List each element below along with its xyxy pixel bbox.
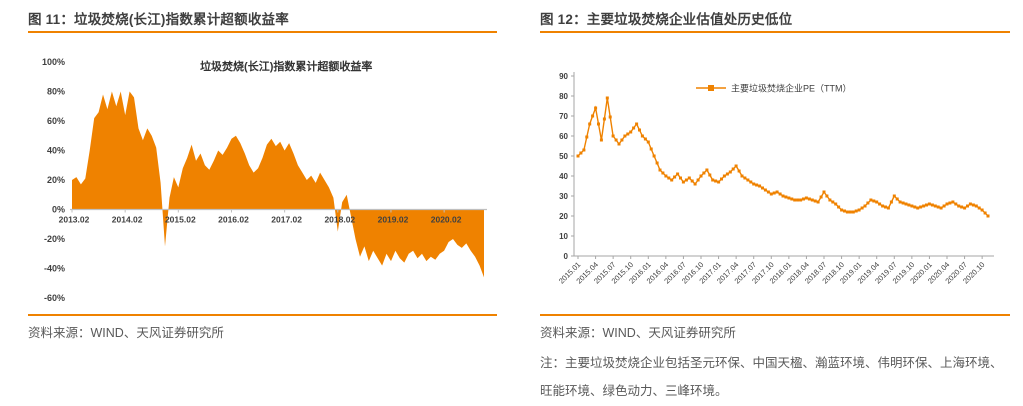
svg-text:主要垃圾焚烧企业PE（TTM）: 主要垃圾焚烧企业PE（TTM）: [731, 83, 852, 94]
figure-11-title-rule: [28, 31, 497, 33]
svg-text:0%: 0%: [52, 205, 65, 215]
svg-text:-60%: -60%: [44, 293, 65, 302]
figure-11-chart-area: 100% 80% 60% 40% 20% 0% -20% -40% -60% 2013.02 201…: [28, 50, 490, 302]
svg-text:2020.02: 2020.02: [431, 215, 462, 225]
svg-text:30: 30: [559, 192, 568, 201]
excess-return-area-chart: 100% 80% 60% 40% 20% 0% -20% -40% -60% 2013.02 201…: [42, 57, 487, 302]
figure-12-source-rule: [540, 314, 1010, 316]
svg-text:垃圾焚烧(长江)指数累计超额收益率: 垃圾焚烧(长江)指数累计超额收益率: [200, 59, 372, 73]
figure-12-note: 注：主要垃圾焚烧企业包括圣元环保、中国天楹、瀚蓝环境、伟明环保、上海环境、旺能环…: [540, 356, 1003, 398]
figure-12-title: 图 12：主要垃圾焚烧企业估值处历史低位: [540, 12, 793, 27]
figure-11-title: 图 11：垃圾焚烧(长江)指数累计超额收益率: [28, 12, 289, 27]
figure-11: 图 11：垃圾焚烧(长江)指数累计超额收益率 100% 80% 60% 40% 20% 0…: [28, 0, 497, 406]
svg-text:80: 80: [559, 92, 568, 101]
svg-text:80%: 80%: [47, 87, 65, 97]
svg-text:60: 60: [559, 132, 568, 141]
figure-12-chart-area: 90 80 70 60 50 40 30 20 10 0 2015.01 2015.04 2015.07…: [540, 62, 1010, 314]
svg-text:20: 20: [559, 212, 568, 221]
svg-text:2016.02: 2016.02: [218, 215, 249, 225]
svg-text:2019.02: 2019.02: [378, 215, 409, 225]
svg-text:50: 50: [559, 152, 568, 161]
svg-text:2013.02: 2013.02: [59, 215, 90, 225]
svg-text:90: 90: [559, 72, 568, 81]
figure-12-title-rule: [540, 31, 1010, 33]
figure-11-source: 资料来源：WIND、天风证券研究所: [28, 326, 224, 340]
svg-text:-20%: -20%: [44, 234, 65, 244]
figure-11-source-rule: [28, 314, 497, 316]
svg-text:100%: 100%: [42, 57, 65, 67]
svg-text:2017.02: 2017.02: [271, 215, 302, 225]
pe-ttm-line-chart: 90807060504030201002015.012015.042015.07…: [557, 72, 994, 286]
svg-text:0: 0: [564, 252, 569, 261]
svg-text:2018.02: 2018.02: [324, 215, 355, 225]
figure-12-source: 资料来源：WIND、天风证券研究所: [540, 326, 736, 340]
svg-text:70: 70: [559, 112, 568, 121]
svg-text:40: 40: [559, 172, 568, 181]
svg-text:10: 10: [559, 232, 568, 241]
svg-text:2015.02: 2015.02: [165, 215, 196, 225]
svg-text:60%: 60%: [47, 116, 65, 126]
svg-text:20%: 20%: [47, 175, 65, 185]
svg-text:-40%: -40%: [44, 264, 65, 274]
svg-text:2014.02: 2014.02: [112, 215, 143, 225]
svg-text:40%: 40%: [47, 146, 65, 156]
figure-12: 图 12：主要垃圾焚烧企业估值处历史低位 90 80 70 60 50 40 30 20 10 0…: [540, 0, 1010, 406]
